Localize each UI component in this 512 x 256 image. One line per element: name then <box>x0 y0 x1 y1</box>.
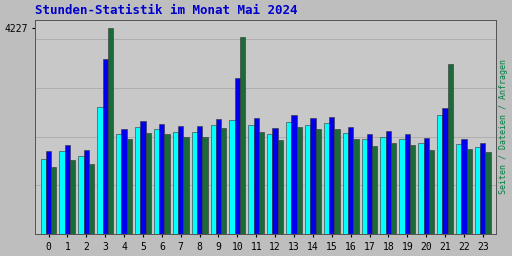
Bar <box>315 129 321 234</box>
Bar <box>418 143 423 234</box>
Bar <box>70 160 75 234</box>
Bar <box>286 122 291 234</box>
Bar <box>429 150 434 234</box>
Bar <box>324 123 329 234</box>
Bar <box>475 147 480 234</box>
Bar <box>135 127 140 234</box>
Bar <box>466 149 472 234</box>
Bar <box>272 128 278 234</box>
Bar <box>291 115 296 234</box>
Bar <box>97 108 102 234</box>
Bar <box>456 144 461 234</box>
Bar <box>65 145 70 234</box>
Bar <box>423 138 429 234</box>
Bar <box>59 151 65 234</box>
Bar <box>353 139 358 234</box>
Bar <box>248 124 253 234</box>
Bar <box>164 134 170 234</box>
Bar <box>83 150 89 234</box>
Bar <box>278 140 283 234</box>
Bar <box>40 159 46 234</box>
Bar <box>442 109 447 234</box>
Bar <box>234 78 240 234</box>
Bar <box>210 124 216 234</box>
Bar <box>229 120 234 234</box>
Bar <box>480 143 485 234</box>
Bar <box>116 134 121 234</box>
Bar <box>305 124 310 234</box>
Bar <box>78 156 83 234</box>
Bar <box>191 132 197 234</box>
Bar <box>46 151 51 234</box>
Bar <box>343 133 348 234</box>
Bar <box>447 63 453 234</box>
Bar <box>361 139 367 234</box>
Bar <box>216 119 221 234</box>
Bar <box>296 127 302 234</box>
Bar <box>89 164 94 234</box>
Bar <box>380 137 386 234</box>
Bar <box>367 134 372 234</box>
Bar <box>410 145 415 234</box>
Bar <box>485 152 491 234</box>
Bar <box>259 132 264 234</box>
Bar <box>461 139 466 234</box>
Bar <box>154 129 159 234</box>
Bar <box>221 128 226 234</box>
Y-axis label: Seiten / Dateien / Anfragen: Seiten / Dateien / Anfragen <box>499 59 508 195</box>
Bar <box>102 59 108 234</box>
Bar <box>348 127 353 234</box>
Bar <box>51 167 56 234</box>
Bar <box>391 143 396 234</box>
Bar <box>197 126 202 234</box>
Bar <box>310 118 315 234</box>
Bar <box>372 146 377 234</box>
Bar <box>404 134 410 234</box>
Bar <box>173 132 178 234</box>
Bar <box>253 118 259 234</box>
Bar <box>437 115 442 234</box>
Bar <box>240 37 245 234</box>
Bar <box>108 28 113 234</box>
Bar <box>159 124 164 234</box>
Bar <box>126 139 132 234</box>
Bar <box>329 117 334 234</box>
Bar <box>202 137 207 234</box>
Bar <box>267 134 272 234</box>
Bar <box>399 139 404 234</box>
Text: Stunden-Statistik im Monat Mai 2024: Stunden-Statistik im Monat Mai 2024 <box>35 4 298 17</box>
Bar <box>183 137 188 234</box>
Bar <box>386 131 391 234</box>
Bar <box>121 129 126 234</box>
Bar <box>140 121 145 234</box>
Bar <box>145 133 151 234</box>
Bar <box>178 126 183 234</box>
Bar <box>334 129 339 234</box>
